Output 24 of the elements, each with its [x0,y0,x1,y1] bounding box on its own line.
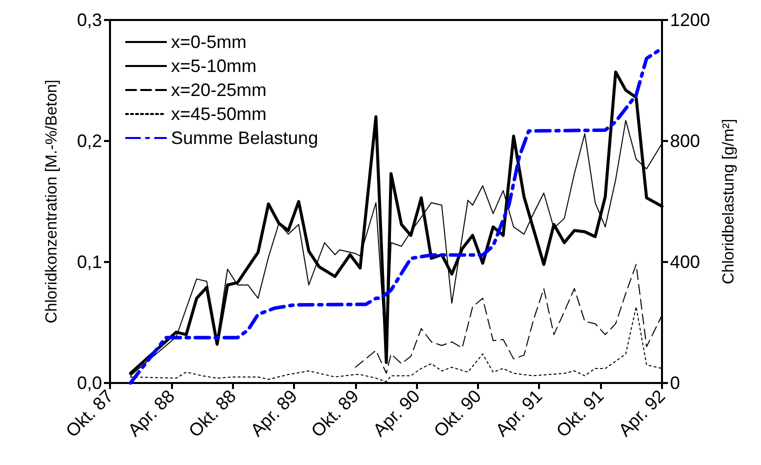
y-axis-title: Chloridkonzentration [M.-%/Beton] [44,80,60,324]
y2-axis-title: Chloridbelastung [g/m²] [720,118,738,284]
legend-label: x=20-25mm [171,80,267,100]
x-tick-label: Apr. 90 [369,386,424,440]
x-tick-label: Okt. 89 [307,386,363,442]
y2-tick-label: 0 [670,373,680,393]
x-tick-label: Okt. 88 [184,386,240,442]
y-tick-label: 0,2 [76,131,102,151]
x-tick-label: Apr. 92 [614,386,670,440]
x-tick-label: Apr. 91 [492,386,546,440]
y-tick-label: 0,1 [76,252,102,272]
y2-tick-label: 800 [670,131,700,151]
x-tick-label: Okt. 90 [430,386,486,442]
y2-tick-label: 400 [670,252,700,272]
y-tick-label: 0,3 [76,10,102,30]
legend-label: x=5-10mm [171,56,257,76]
y2-tick-label: 1200 [670,10,710,30]
y-tick-label: 0,0 [76,373,102,393]
legend-label: x=0-5mm [171,32,247,52]
x-tick-label: Apr. 88 [124,386,179,440]
x-tick-label: Okt. 91 [552,386,608,442]
x-tick-label: Apr. 89 [246,386,302,440]
legend-label: Summe Belastung [171,128,318,148]
legend-label: x=45-50mm [171,104,267,124]
